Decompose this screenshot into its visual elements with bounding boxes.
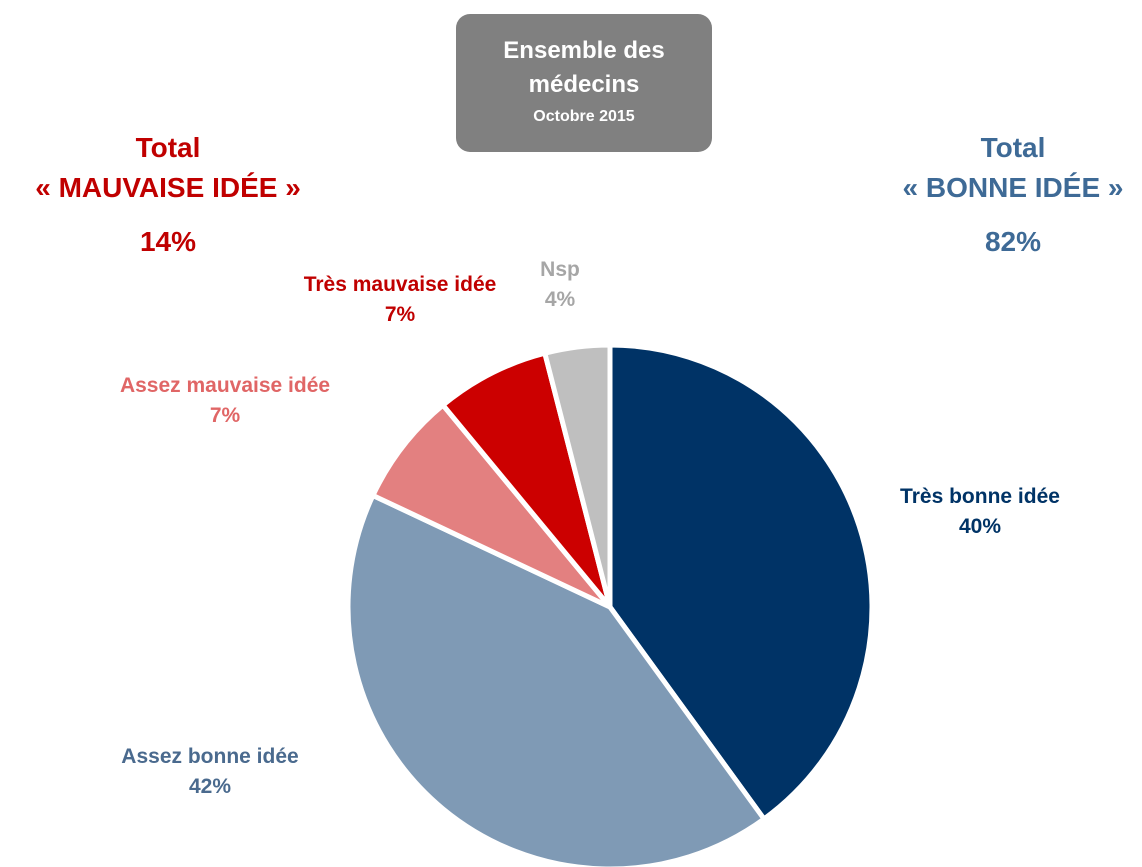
category-label: Assez mauvaise idée — [119, 374, 331, 397]
total-title: Total — [135, 132, 201, 163]
chart-subtitle: Octobre 2015 — [533, 108, 635, 125]
category-label: Assez bonne idée — [121, 745, 299, 768]
chart-title: Ensemble des médecins — [503, 37, 665, 98]
value-label: 4% — [544, 288, 576, 311]
slice-label: Assez mauvaise idée 7% — [120, 371, 330, 431]
slice-label: Nsp 4% — [540, 255, 580, 315]
total-annotation: Total « BONNE IDÉE » 82% — [903, 128, 1124, 262]
value-label: 42% — [188, 775, 232, 798]
total-value: 82% — [984, 226, 1042, 257]
pie-slice — [542, 342, 613, 610]
category-label: Nsp — [540, 258, 580, 281]
slice-label: Très mauvaise idée 7% — [304, 270, 497, 330]
pie-slice — [345, 492, 767, 867]
value-label: 40% — [958, 515, 1002, 538]
value-label: 7% — [209, 404, 241, 427]
total-annotation: Total « MAUVAISE IDÉE » 14% — [35, 128, 301, 262]
slice-label: Assez bonne idée 42% — [121, 742, 298, 802]
slice-label: Très bonne idée 40% — [900, 482, 1060, 542]
category-label: Très bonne idée — [900, 485, 1060, 508]
value-label: 7% — [384, 303, 416, 326]
total-text: « MAUVAISE IDÉE » — [35, 172, 301, 203]
pie-slice — [607, 342, 875, 822]
category-label: Très mauvaise idée — [303, 273, 497, 296]
total-text: « BONNE IDÉE » — [902, 172, 1124, 203]
total-title: Total — [980, 132, 1046, 163]
total-value: 14% — [139, 226, 197, 257]
header-box: Ensemble des médecins Octobre 2015 — [456, 14, 712, 152]
